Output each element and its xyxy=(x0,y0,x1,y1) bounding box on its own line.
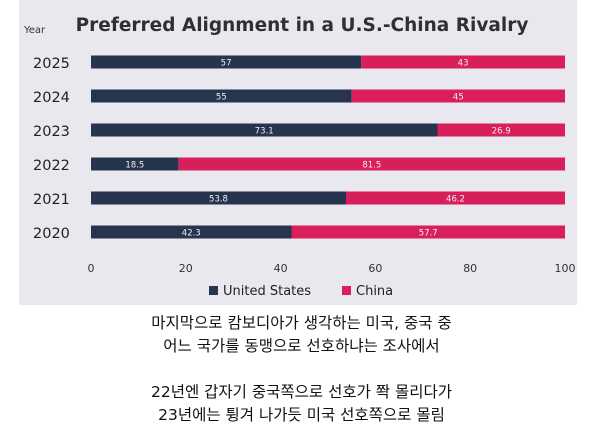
bar-china-2023 xyxy=(437,123,565,137)
legend-label-china: China xyxy=(356,284,393,299)
bar-us-2021 xyxy=(91,191,347,205)
x-tick-label-100: 100 xyxy=(555,262,576,275)
data-label-china-2025: 43 xyxy=(458,58,469,68)
bar-us-2025 xyxy=(91,55,362,69)
bar-us-2020 xyxy=(91,225,292,239)
legend-swatch-china xyxy=(342,286,351,295)
data-label-china-2022: 81.5 xyxy=(362,160,381,170)
x-tick-label-60: 60 xyxy=(368,262,382,275)
bar-china-2020 xyxy=(291,225,565,239)
x-tick-label-40: 40 xyxy=(274,262,288,275)
chart-panel: Preferred Alignment in a U.S.-China Riva… xyxy=(19,0,577,305)
data-label-china-2024: 45 xyxy=(453,92,464,102)
y-tick-labels: 2025 2024 2023 2022 2021 2020 xyxy=(33,56,70,242)
caption-line-4: 23년에는 튕겨 나가듯 미국 선호쪽으로 몰림 xyxy=(158,406,445,424)
caption-spacer xyxy=(0,358,603,381)
x-tick-label-20: 20 xyxy=(179,262,193,275)
bar-chart: Preferred Alignment in a U.S.-China Riva… xyxy=(23,15,576,299)
caption: 마지막으로 캄보디아가 생각하는 미국, 중국 중 어느 국가를 동맹으로 선호… xyxy=(0,312,603,427)
bar-us-2024 xyxy=(91,89,352,103)
data-label-china-2020: 57.7 xyxy=(419,228,438,238)
data-label-us-2020: 42.3 xyxy=(182,228,201,238)
y-tick-label-2025: 2025 xyxy=(33,56,70,72)
x-tick-label-0: 0 xyxy=(88,262,95,275)
data-label-us-2021: 53.8 xyxy=(209,194,228,204)
data-label-us-2025: 57 xyxy=(221,58,232,68)
x-tick-label-80: 80 xyxy=(463,262,477,275)
bar-china-2024 xyxy=(351,89,565,103)
y-axis-label: Year xyxy=(23,25,46,36)
y-tick-label-2020: 2020 xyxy=(33,226,70,242)
y-tick-label-2023: 2023 xyxy=(33,124,70,140)
y-tick-label-2022: 2022 xyxy=(33,158,70,174)
caption-line-3: 22년엔 갑자기 중국쪽으로 선호가 쫙 몰리다가 xyxy=(150,383,453,401)
data-label-us-2023: 73.1 xyxy=(255,126,274,136)
bar-china-2021 xyxy=(346,191,565,205)
y-tick-label-2021: 2021 xyxy=(33,192,70,208)
bar-china-2022 xyxy=(178,157,565,171)
bar-us-2023 xyxy=(91,123,438,137)
x-tick-labels: 0 20 40 60 80 100 xyxy=(88,262,576,275)
data-label-us-2022: 18.5 xyxy=(125,160,144,170)
legend: United States China xyxy=(209,284,393,299)
data-label-china-2023: 26.9 xyxy=(492,126,511,136)
y-tick-label-2024: 2024 xyxy=(33,90,70,106)
bar-us-2022 xyxy=(91,157,179,171)
caption-line-1: 마지막으로 캄보디아가 생각하는 미국, 중국 중 xyxy=(151,314,452,332)
bars-layer: 57 43 55 45 73.1 26.9 18.5 81.5 53.8 46.2 42.3 57.7 xyxy=(91,55,565,239)
data-label-china-2021: 46.2 xyxy=(446,194,465,204)
caption-line-2: 어느 국가를 동맹으로 선호하냐는 조사에서 xyxy=(163,337,440,355)
data-label-us-2024: 55 xyxy=(216,92,227,102)
chart-title: Preferred Alignment in a U.S.-China Riva… xyxy=(76,15,529,36)
bar-china-2025 xyxy=(361,55,565,69)
legend-swatch-us xyxy=(209,286,218,295)
legend-label-us: United States xyxy=(223,284,311,299)
